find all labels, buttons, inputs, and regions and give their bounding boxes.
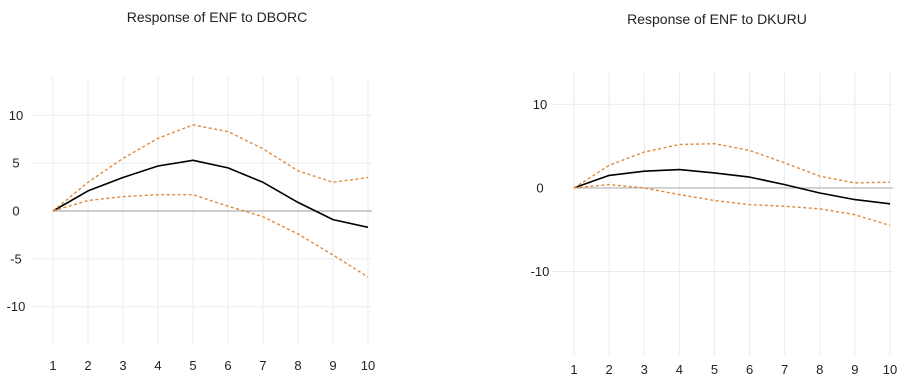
x-tick-label-5: 5 [189,358,196,373]
y-tick-label-0: 0 [536,180,543,195]
series-line-lower-band-dborc [52,194,369,278]
chart-title-dborc: Response of ENF to DBORC [127,9,308,25]
x-tick-label-9: 9 [851,362,858,377]
x-tick-label-7: 7 [781,362,788,377]
x-tick-label-6: 6 [746,362,753,377]
x-tick-label-4: 4 [676,362,683,377]
y-tick-label--10: -10 [531,264,550,279]
series-line-lower-band-dkuru [573,183,891,227]
y-tick-label-0: 0 [12,204,19,219]
x-tick-label-10: 10 [361,358,375,373]
y-tick-label--5: -5 [10,251,22,266]
y-tick-label-5: 5 [12,156,19,171]
y-tick-label-10: 10 [533,97,547,112]
series-line-upper-band-dkuru [573,143,891,189]
series-line-upper-band-dborc [52,124,369,212]
x-tick-label-7: 7 [259,358,266,373]
chart-panel-dborc: 10 5 0 -5 -10 1 2 3 4 5 6 7 8 9 10 [7,77,375,373]
chart-panel-dkuru: 10 0 -10 1 2 3 4 5 6 7 8 9 10 [531,71,897,377]
series-line-response-dkuru [573,168,891,205]
x-tick-label-1: 1 [570,362,577,377]
x-tick-label-5: 5 [711,362,718,377]
y-tick-label-10: 10 [9,108,23,123]
x-tick-label-8: 8 [816,362,823,377]
y-tick-label--10: -10 [7,299,26,314]
chart-title-dkuru: Response of ENF to DKURU [627,11,807,27]
x-tick-label-6: 6 [224,358,231,373]
x-tick-label-1: 1 [49,358,56,373]
x-tick-label-2: 2 [605,362,612,377]
x-tick-label-9: 9 [329,358,336,373]
x-tick-label-3: 3 [641,362,648,377]
x-tick-label-10: 10 [883,362,897,377]
x-tick-label-2: 2 [84,358,91,373]
series-line-response-dborc [52,159,369,229]
x-tick-label-3: 3 [119,358,126,373]
x-tick-label-8: 8 [294,358,301,373]
x-tick-label-4: 4 [154,358,161,373]
